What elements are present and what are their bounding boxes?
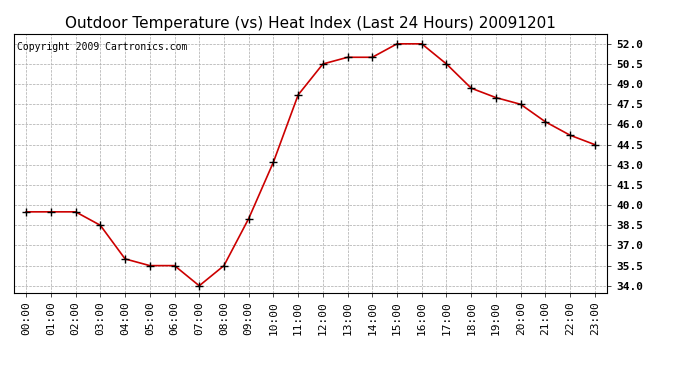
Title: Outdoor Temperature (vs) Heat Index (Last 24 Hours) 20091201: Outdoor Temperature (vs) Heat Index (Las… [65,16,556,31]
Text: Copyright 2009 Cartronics.com: Copyright 2009 Cartronics.com [17,42,187,51]
